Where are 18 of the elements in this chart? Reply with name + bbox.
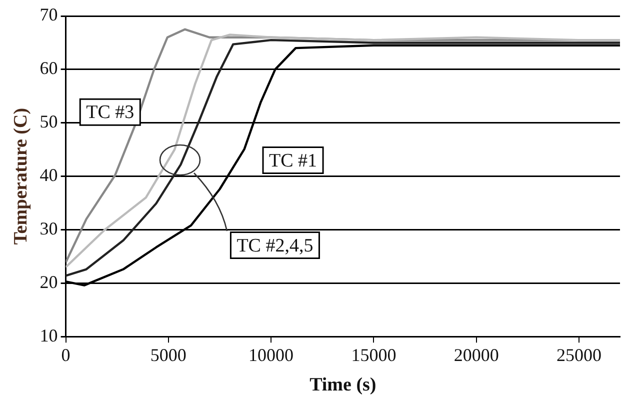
y-tick-label: 70 — [40, 4, 58, 25]
x-tick-label: 15000 — [351, 345, 396, 366]
x-tick-label: 25000 — [556, 345, 602, 366]
y-tick-label: 10 — [40, 325, 58, 346]
annotation: TC #2,4,5 — [236, 235, 314, 256]
x-tick-label: 0 — [61, 345, 70, 366]
y-tick-label: 20 — [40, 272, 58, 292]
annotation: TC #1 — [269, 150, 318, 172]
x-axis-title: Time (s) — [310, 374, 376, 396]
y-tick-label: 30 — [40, 218, 58, 238]
y-tick-label: 40 — [40, 165, 58, 186]
x-tick-label: 10000 — [248, 345, 294, 366]
y-tick-label: 60 — [40, 58, 58, 78]
x-tick-label: 5000 — [150, 345, 186, 366]
y-axis-title: Temperature (C) — [10, 108, 32, 245]
annotation: TC #3 — [86, 102, 134, 124]
x-tick-label: 20000 — [454, 345, 499, 366]
y-tick-label: 50 — [40, 112, 58, 132]
